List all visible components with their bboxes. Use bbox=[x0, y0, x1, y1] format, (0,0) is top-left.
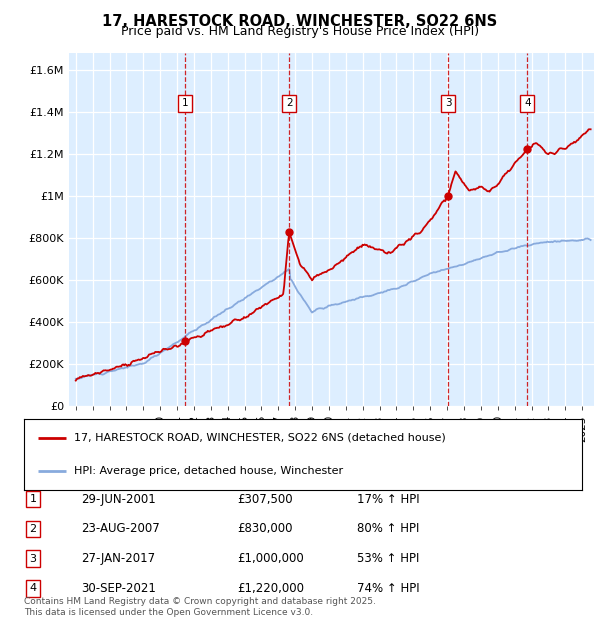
Text: 29-JUN-2001: 29-JUN-2001 bbox=[81, 493, 156, 505]
Text: £1,220,000: £1,220,000 bbox=[237, 582, 304, 595]
Text: 1: 1 bbox=[182, 98, 188, 108]
Text: 2: 2 bbox=[286, 98, 292, 108]
Text: £307,500: £307,500 bbox=[237, 493, 293, 505]
Text: 17% ↑ HPI: 17% ↑ HPI bbox=[357, 493, 419, 505]
Text: 53% ↑ HPI: 53% ↑ HPI bbox=[357, 552, 419, 565]
Text: 3: 3 bbox=[29, 554, 37, 564]
Text: 74% ↑ HPI: 74% ↑ HPI bbox=[357, 582, 419, 595]
Text: 3: 3 bbox=[445, 98, 452, 108]
Text: Contains HM Land Registry data © Crown copyright and database right 2025.
This d: Contains HM Land Registry data © Crown c… bbox=[24, 598, 376, 617]
Text: 2: 2 bbox=[29, 524, 37, 534]
Text: 23-AUG-2007: 23-AUG-2007 bbox=[81, 523, 160, 535]
Text: 4: 4 bbox=[29, 583, 37, 593]
Text: Price paid vs. HM Land Registry's House Price Index (HPI): Price paid vs. HM Land Registry's House … bbox=[121, 25, 479, 38]
Text: £830,000: £830,000 bbox=[237, 523, 293, 535]
Text: £1,000,000: £1,000,000 bbox=[237, 552, 304, 565]
Text: 4: 4 bbox=[524, 98, 530, 108]
Text: 80% ↑ HPI: 80% ↑ HPI bbox=[357, 523, 419, 535]
Text: HPI: Average price, detached house, Winchester: HPI: Average price, detached house, Winc… bbox=[74, 466, 343, 476]
Text: 17, HARESTOCK ROAD, WINCHESTER, SO22 6NS (detached house): 17, HARESTOCK ROAD, WINCHESTER, SO22 6NS… bbox=[74, 433, 446, 443]
Text: 30-SEP-2021: 30-SEP-2021 bbox=[81, 582, 156, 595]
Text: 27-JAN-2017: 27-JAN-2017 bbox=[81, 552, 155, 565]
Text: 1: 1 bbox=[29, 494, 37, 504]
Text: 17, HARESTOCK ROAD, WINCHESTER, SO22 6NS: 17, HARESTOCK ROAD, WINCHESTER, SO22 6NS bbox=[103, 14, 497, 29]
